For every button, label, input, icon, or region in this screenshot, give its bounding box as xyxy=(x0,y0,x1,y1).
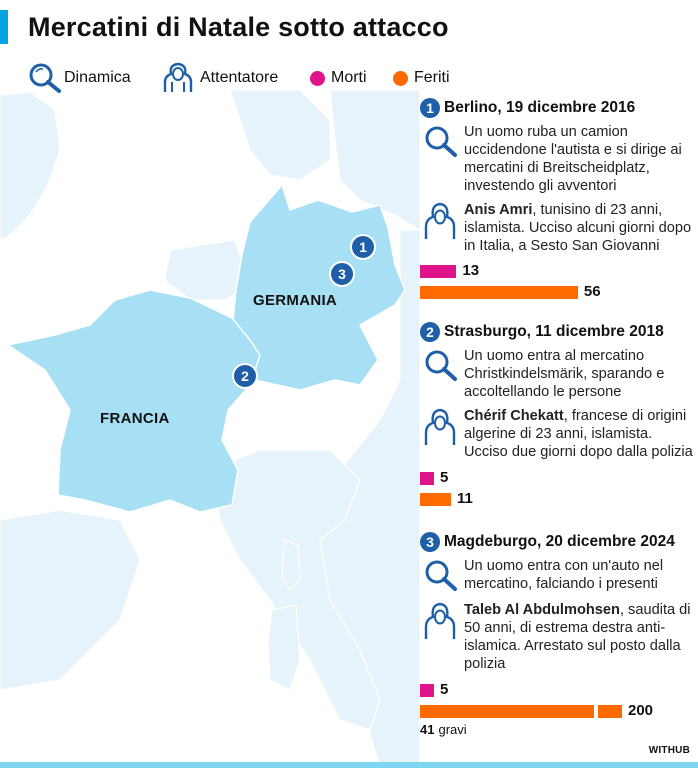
event-dynamics: Un uomo entra con un'auto nel mercatino,… xyxy=(420,557,696,595)
feriti-row: 56 xyxy=(420,283,696,301)
morti-bar xyxy=(420,471,434,485)
morti-bar xyxy=(420,264,457,278)
event-number-badge: 3 xyxy=(420,532,440,552)
magnifier-icon xyxy=(425,560,457,591)
credit-logo: WITHUB xyxy=(648,745,690,756)
gravi-label: gravi xyxy=(438,722,467,737)
event-heading: 3 Magdeburgo, 20 dicembre 2024 xyxy=(420,532,696,552)
feriti-bar xyxy=(420,492,452,506)
legend-attentatore-label: Attentatore xyxy=(200,69,279,86)
attacker-desc: , francese di origini algerine di 23 ann… xyxy=(464,408,693,460)
attacker-name: Anis Amri xyxy=(464,202,533,218)
feriti-row: 11 xyxy=(420,490,696,508)
hooded-figure-icon xyxy=(424,408,456,445)
event-number-badge: 1 xyxy=(420,98,440,118)
morti-value: 13 xyxy=(462,262,480,279)
title-accent-bar xyxy=(0,10,8,44)
hooded-figure-icon xyxy=(424,202,456,239)
attacker-name: Chérif Chekatt xyxy=(464,408,564,424)
feriti-row: 200 xyxy=(420,702,696,720)
feriti-dot-icon xyxy=(393,70,408,86)
morti-row: 5 xyxy=(420,469,696,487)
morti-row: 5 xyxy=(420,681,696,699)
label-germania: GERMANIA xyxy=(253,292,338,309)
france-shape xyxy=(6,289,261,513)
feriti-bar xyxy=(420,704,622,718)
legend-dinamica-label: Dinamica xyxy=(64,69,131,86)
attacker-name: Taleb Al Abdulmohsen xyxy=(464,602,620,618)
legend-feriti: Feriti xyxy=(393,64,450,92)
magnifier-icon xyxy=(425,350,457,381)
event-attacker: Anis Amri, tunisino di 23 anni, islamist… xyxy=(420,201,696,255)
event-strasburgo: 2 Strasburgo, 11 dicembre 2018 Un uomo e… xyxy=(420,322,696,508)
morti-value: 5 xyxy=(440,469,449,486)
morti-row: 13 xyxy=(420,262,696,280)
event-title: Magdeburgo, 20 dicembre 2024 xyxy=(444,533,675,550)
land-mass xyxy=(0,89,421,768)
event-magdeburgo: 3 Magdeburgo, 20 dicembre 2024 Un uomo e… xyxy=(420,532,696,739)
legend-attentatore: Attentatore xyxy=(160,62,279,92)
legend-morti-label: Morti xyxy=(331,69,367,86)
dynamics-text: Un uomo ruba un camion uccidendone l'aut… xyxy=(464,124,682,194)
morti-bar xyxy=(420,683,434,697)
event-dynamics: Un uomo entra al mercatino Christkindels… xyxy=(420,347,696,401)
event-title: Strasburgo, 11 dicembre 2018 xyxy=(444,323,664,340)
feriti-value: 200 xyxy=(628,702,654,719)
dynamics-text: Un uomo entra al mercatino Christkindels… xyxy=(464,348,665,400)
feriti-bar xyxy=(420,285,578,299)
event-dynamics: Un uomo ruba un camion uccidendone l'aut… xyxy=(420,123,696,195)
event-heading: 2 Strasburgo, 11 dicembre 2018 xyxy=(420,322,696,342)
feriti-value: 56 xyxy=(583,283,601,300)
legend-morti: Morti xyxy=(310,64,367,92)
event-number-badge: 2 xyxy=(420,322,440,342)
legend-dinamica: Dinamica xyxy=(26,63,131,93)
attacker-text: Chérif Chekatt, francese di origini alge… xyxy=(464,407,696,461)
event-title: Berlino, 19 dicembre 2016 xyxy=(444,99,636,116)
magnifier-icon xyxy=(425,126,457,157)
event-attacker: Taleb Al Abdulmohsen, saudita di 50 anni… xyxy=(420,601,696,673)
label-francia: FRANCIA xyxy=(100,410,170,427)
magnifier-icon xyxy=(29,63,61,93)
feriti-value: 11 xyxy=(457,490,473,507)
dynamics-text: Un uomo entra con un'auto nel mercatino,… xyxy=(464,558,664,592)
map-marker-magdeburgo[interactable]: 3 xyxy=(329,261,355,287)
attacker-desc: , saudita di 50 anni, di estrema destra … xyxy=(464,602,691,672)
morti-value: 5 xyxy=(440,681,449,698)
page-title: Mercatini di Natale sotto attacco xyxy=(28,12,449,42)
bottom-accent-bar xyxy=(0,762,698,768)
event-heading: 1 Berlino, 19 dicembre 2016 xyxy=(420,98,696,118)
morti-dot-icon xyxy=(310,70,325,86)
event-attacker: Chérif Chekatt, francese di origini alge… xyxy=(420,407,696,461)
map-marker-strasburgo[interactable]: 2 xyxy=(232,363,258,389)
event-berlino: 1 Berlino, 19 dicembre 2016 Un uomo ruba… xyxy=(420,98,696,301)
attacker-text: Anis Amri, tunisino di 23 anni, islamist… xyxy=(464,201,696,255)
gravi-row: 41 gravi xyxy=(420,721,696,739)
attacker-text: Taleb Al Abdulmohsen, saudita di 50 anni… xyxy=(464,601,696,673)
hooded-figure-icon xyxy=(163,62,193,92)
legend-feriti-label: Feriti xyxy=(414,69,450,86)
map-marker-berlino[interactable]: 1 xyxy=(350,234,376,260)
attacker-desc: , tunisino di 23 anni, islamista. Ucciso… xyxy=(464,202,692,254)
hooded-figure-icon xyxy=(424,602,456,639)
gravi-value: 41 xyxy=(420,722,435,737)
